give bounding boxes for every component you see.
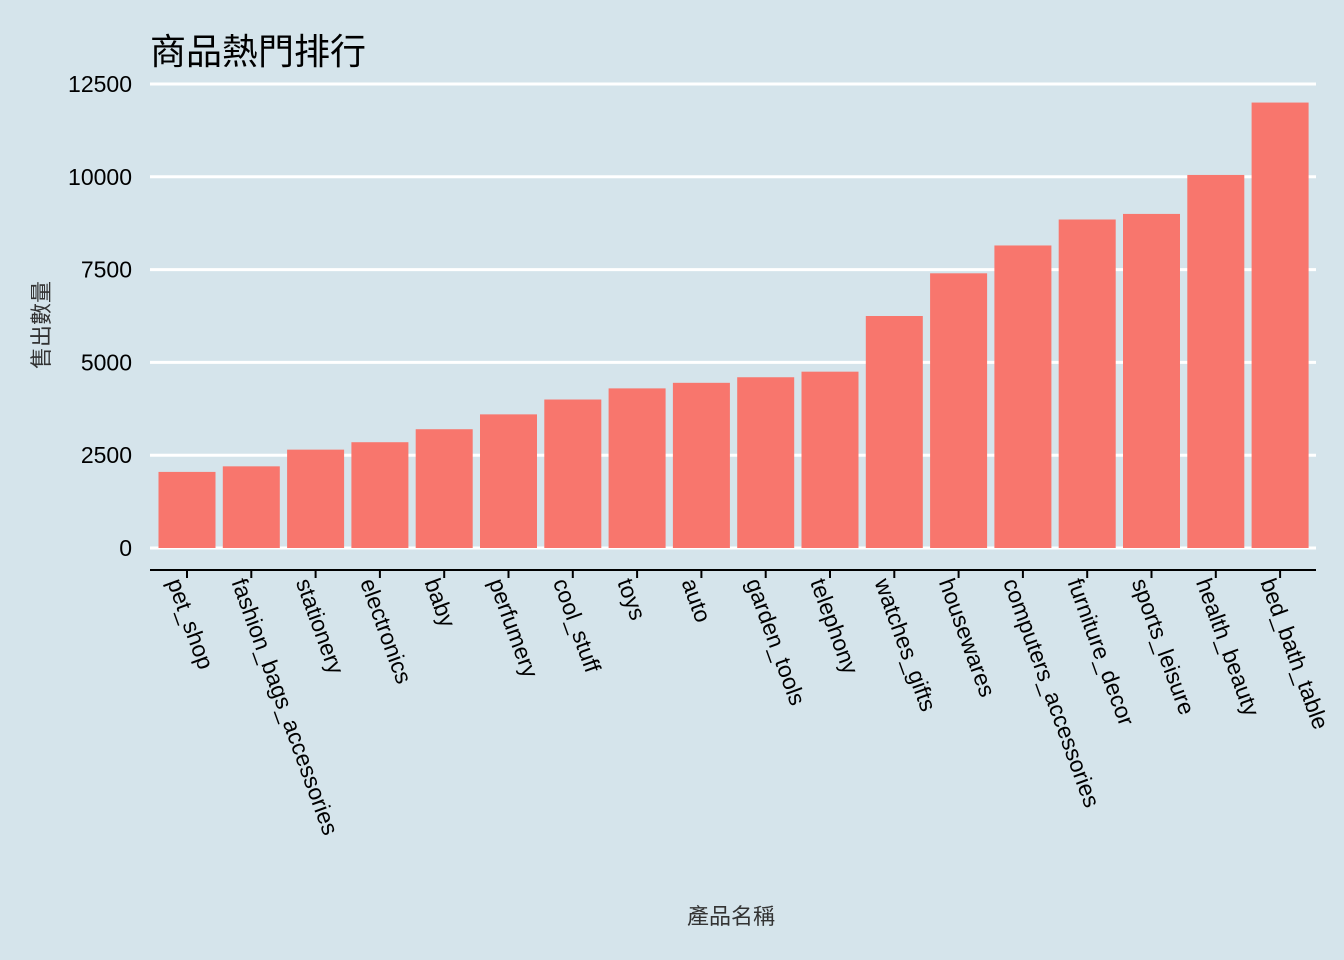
bar-fashion_bags_accessories xyxy=(222,466,280,548)
x-axis-title: 產品名稱 xyxy=(687,905,775,930)
bar-cool_stuff xyxy=(544,399,602,548)
bar-auto xyxy=(672,382,730,548)
bar-bed_bath_table xyxy=(1251,102,1309,548)
y-tick-label: 12500 xyxy=(68,71,132,97)
bar-stationery xyxy=(287,449,345,548)
bar-sports_leisure xyxy=(1123,213,1180,549)
y-tick-label: 5000 xyxy=(81,349,132,375)
bar-perfumery xyxy=(480,414,537,548)
bar-telephony xyxy=(801,371,859,548)
bar-watches_gifts xyxy=(865,316,923,548)
y-tick-label: 2500 xyxy=(81,442,132,468)
chart-title: 商品熱門排行 xyxy=(150,32,366,73)
bar-baby xyxy=(415,429,473,548)
bar-health_beauty xyxy=(1187,174,1245,548)
gridlines xyxy=(150,82,1316,550)
y-tick-label: 0 xyxy=(119,535,132,561)
bar-garden_tools xyxy=(737,377,795,548)
bar-housewares xyxy=(930,273,988,548)
bar-toys xyxy=(608,388,666,548)
y-axis-ticks: 0 2500 5000 7500 10000 12500 xyxy=(68,71,132,561)
y-axis-title: 售出數量 xyxy=(30,281,55,369)
bar-pet_shop xyxy=(158,471,216,548)
bar-computers_accessories xyxy=(994,245,1052,549)
y-tick-label: 10000 xyxy=(68,164,132,190)
bars xyxy=(158,102,1309,549)
bar-furniture_decor xyxy=(1058,219,1116,548)
y-tick-label: 7500 xyxy=(81,257,132,283)
bar-electronics xyxy=(351,442,409,548)
